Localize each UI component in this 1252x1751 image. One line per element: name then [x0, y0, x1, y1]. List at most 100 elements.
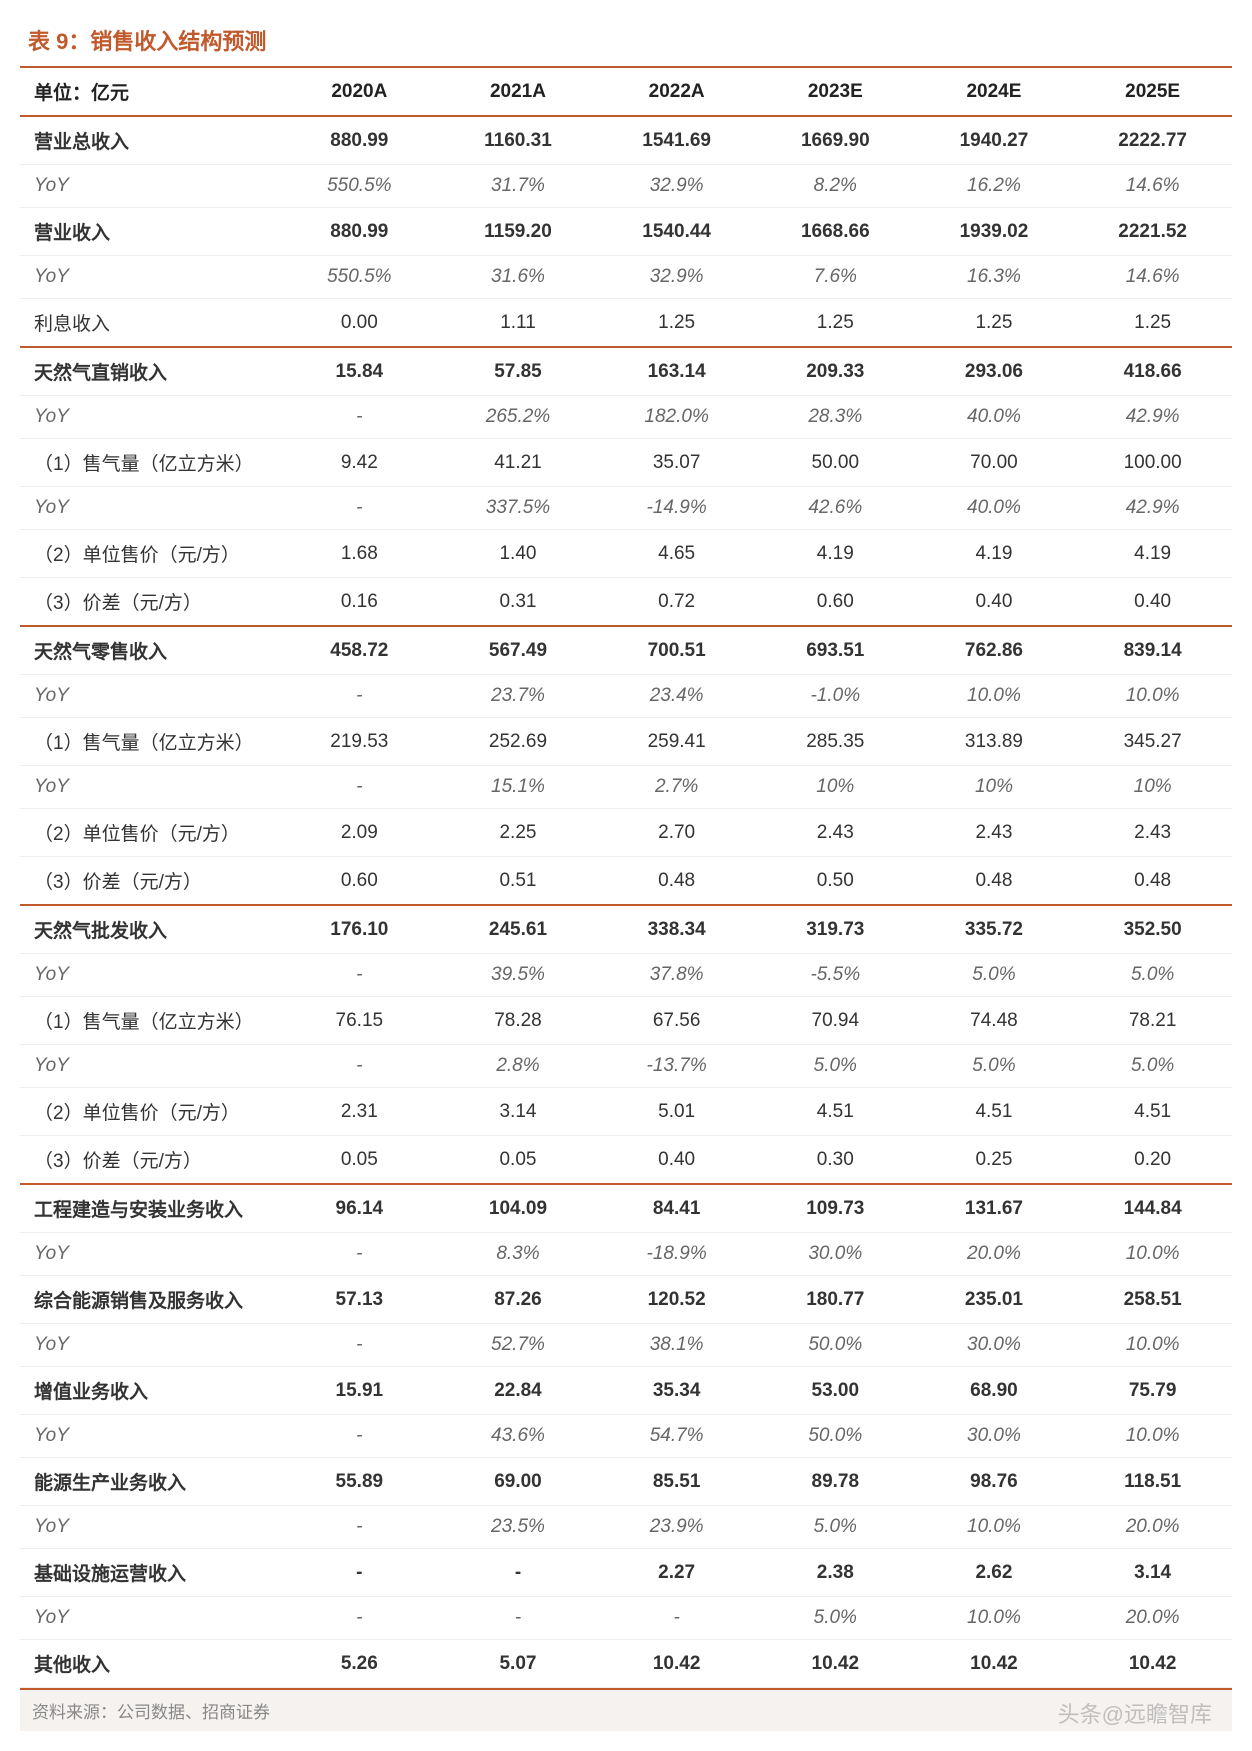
- cell-value: 22.84: [439, 1367, 598, 1415]
- cell-value: 335.72: [915, 905, 1074, 954]
- cell-value: 15.84: [280, 347, 439, 396]
- cell-value: 700.51: [597, 626, 756, 675]
- cell-value: 1939.02: [915, 208, 1074, 256]
- cell-value: 5.0%: [915, 1045, 1074, 1088]
- cell-value: -: [439, 1549, 598, 1597]
- cell-value: 131.67: [915, 1184, 1074, 1233]
- col-2025E: 2025E: [1073, 68, 1232, 116]
- row-label: （1）售气量（亿立方米）: [20, 718, 280, 766]
- cell-value: 28.3%: [756, 396, 915, 439]
- cell-value: 10.0%: [1073, 1324, 1232, 1367]
- cell-value: 7.6%: [756, 256, 915, 299]
- table-row: （3）价差（元/方）0.600.510.480.500.480.48: [20, 857, 1232, 906]
- row-label: 能源生产业务收入: [20, 1458, 280, 1506]
- table-row: YoY-43.6%54.7%50.0%30.0%10.0%: [20, 1415, 1232, 1458]
- cell-value: 235.01: [915, 1276, 1074, 1324]
- cell-value: 5.0%: [756, 1597, 915, 1640]
- cell-value: 43.6%: [439, 1415, 598, 1458]
- cell-value: 16.2%: [915, 165, 1074, 208]
- cell-value: 762.86: [915, 626, 1074, 675]
- table-row: （1）售气量（亿立方米）219.53252.69259.41285.35313.…: [20, 718, 1232, 766]
- cell-value: 10.0%: [1073, 1415, 1232, 1458]
- cell-value: 23.7%: [439, 675, 598, 718]
- cell-value: 2.43: [1073, 809, 1232, 857]
- row-label: 营业收入: [20, 208, 280, 256]
- cell-value: -14.9%: [597, 487, 756, 530]
- table-row: （3）价差（元/方）0.050.050.400.300.250.20: [20, 1136, 1232, 1185]
- cell-value: 9.42: [280, 439, 439, 487]
- table-row: 营业收入880.991159.201540.441668.661939.0222…: [20, 208, 1232, 256]
- cell-value: 4.51: [915, 1088, 1074, 1136]
- data-table: 单位：亿元 2020A 2021A 2022A 2023E 2024E 2025…: [20, 68, 1232, 1688]
- row-label: YoY: [20, 675, 280, 718]
- cell-value: 2.38: [756, 1549, 915, 1597]
- cell-value: 10.42: [915, 1640, 1074, 1688]
- table-row: （1）售气量（亿立方米）76.1578.2867.5670.9474.4878.…: [20, 997, 1232, 1045]
- cell-value: 2.43: [915, 809, 1074, 857]
- cell-value: 0.05: [280, 1136, 439, 1185]
- cell-value: 209.33: [756, 347, 915, 396]
- table-row: YoY-8.3%-18.9%30.0%20.0%10.0%: [20, 1233, 1232, 1276]
- table-row: YoY-2.8%-13.7%5.0%5.0%5.0%: [20, 1045, 1232, 1088]
- table-row: 营业总收入880.991160.311541.691669.901940.272…: [20, 116, 1232, 165]
- col-2022A: 2022A: [597, 68, 756, 116]
- cell-value: 2.31: [280, 1088, 439, 1136]
- cell-value: 2.43: [756, 809, 915, 857]
- cell-value: 40.0%: [915, 396, 1074, 439]
- cell-value: 8.3%: [439, 1233, 598, 1276]
- cell-value: 0.60: [280, 857, 439, 906]
- col-2023E: 2023E: [756, 68, 915, 116]
- cell-value: 313.89: [915, 718, 1074, 766]
- cell-value: -: [280, 675, 439, 718]
- col-2021A: 2021A: [439, 68, 598, 116]
- cell-value: 0.48: [597, 857, 756, 906]
- table-row: 基础设施运营收入--2.272.382.623.14: [20, 1549, 1232, 1597]
- cell-value: 14.6%: [1073, 165, 1232, 208]
- cell-value: 20.0%: [1073, 1597, 1232, 1640]
- cell-value: 14.6%: [1073, 256, 1232, 299]
- row-label: YoY: [20, 766, 280, 809]
- cell-value: 1.25: [1073, 299, 1232, 348]
- cell-value: 338.34: [597, 905, 756, 954]
- cell-value: 880.99: [280, 208, 439, 256]
- cell-value: -: [280, 1597, 439, 1640]
- cell-value: 0.51: [439, 857, 598, 906]
- cell-value: 76.15: [280, 997, 439, 1045]
- cell-value: -: [280, 1045, 439, 1088]
- table-row: YoY550.5%31.6%32.9%7.6%16.3%14.6%: [20, 256, 1232, 299]
- cell-value: 42.6%: [756, 487, 915, 530]
- cell-value: -: [280, 766, 439, 809]
- cell-value: 37.8%: [597, 954, 756, 997]
- cell-value: 2221.52: [1073, 208, 1232, 256]
- cell-value: 87.26: [439, 1276, 598, 1324]
- table-row: YoY-39.5%37.8%-5.5%5.0%5.0%: [20, 954, 1232, 997]
- table-row: YoY-337.5%-14.9%42.6%40.0%42.9%: [20, 487, 1232, 530]
- row-label: YoY: [20, 1324, 280, 1367]
- cell-value: 163.14: [597, 347, 756, 396]
- cell-value: 55.89: [280, 1458, 439, 1506]
- table-title: 表 9：销售收入结构预测: [20, 20, 1232, 68]
- cell-value: 35.34: [597, 1367, 756, 1415]
- cell-value: 1159.20: [439, 208, 598, 256]
- cell-value: 0.40: [1073, 578, 1232, 627]
- cell-value: -: [280, 1415, 439, 1458]
- row-label: 天然气批发收入: [20, 905, 280, 954]
- table-row: （2）单位售价（元/方）1.681.404.654.194.194.19: [20, 530, 1232, 578]
- cell-value: 67.56: [597, 997, 756, 1045]
- table-row: 工程建造与安装业务收入96.14104.0984.41109.73131.671…: [20, 1184, 1232, 1233]
- cell-value: 1540.44: [597, 208, 756, 256]
- row-label: YoY: [20, 1506, 280, 1549]
- revenue-forecast-table: 表 9：销售收入结构预测 单位：亿元 2020A 2021A 2022A 202…: [20, 20, 1232, 1731]
- cell-value: 23.9%: [597, 1506, 756, 1549]
- table-row: 综合能源销售及服务收入57.1387.26120.52180.77235.012…: [20, 1276, 1232, 1324]
- cell-value: 78.21: [1073, 997, 1232, 1045]
- cell-value: 104.09: [439, 1184, 598, 1233]
- cell-value: 23.5%: [439, 1506, 598, 1549]
- cell-value: 0.40: [915, 578, 1074, 627]
- cell-value: 1160.31: [439, 116, 598, 165]
- table-row: （2）单位售价（元/方）2.313.145.014.514.514.51: [20, 1088, 1232, 1136]
- cell-value: 0.25: [915, 1136, 1074, 1185]
- row-label: 营业总收入: [20, 116, 280, 165]
- cell-value: 1668.66: [756, 208, 915, 256]
- cell-value: 96.14: [280, 1184, 439, 1233]
